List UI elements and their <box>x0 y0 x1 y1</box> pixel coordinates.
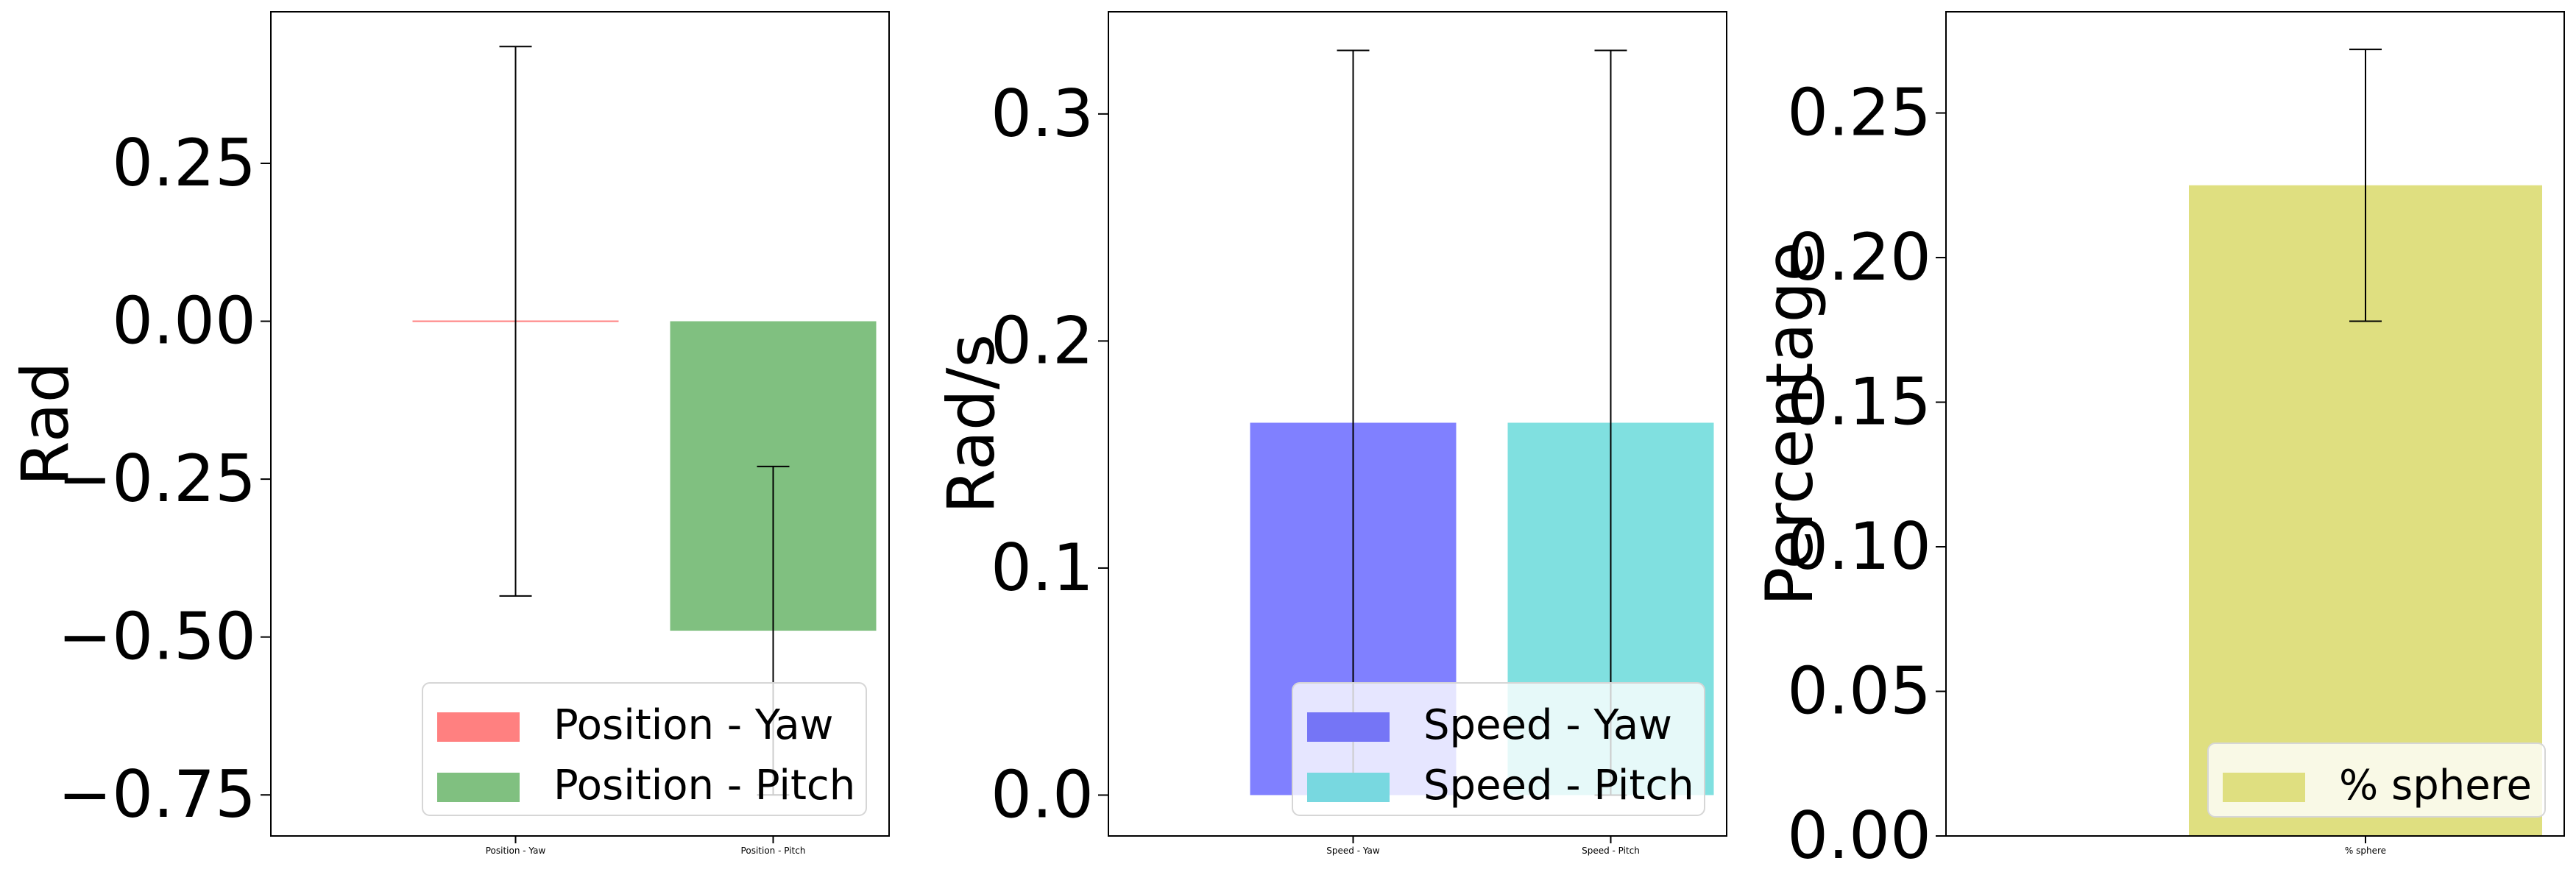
legend-swatch-1-1 <box>437 712 520 742</box>
axes-frame-1 <box>270 11 890 837</box>
y-tick-label-1-5: −0.75 <box>57 756 256 832</box>
y-axis-label-3: Percentage <box>1752 241 1827 606</box>
x-tick-label-2-1: Speed - Yaw <box>1326 846 1380 856</box>
y-tick-label-2-2: 0.1 <box>991 530 1094 606</box>
legend-label-1-2: Position - Pitch <box>553 762 855 809</box>
legend-swatch-1-2 <box>437 773 520 802</box>
legend-swatch-3-1 <box>2223 773 2305 802</box>
legend-box-2 <box>1292 682 1705 816</box>
axes-frame-3 <box>1945 11 2565 837</box>
y-tick-label-3-3: 0.10 <box>1787 508 1931 584</box>
legend-swatch-2-2 <box>1307 773 1390 802</box>
legend-label-1-1: Position - Yaw <box>553 701 833 749</box>
y-tick-label-3-1: 0.00 <box>1787 798 1931 873</box>
legend-label-3-1: % sphere <box>2339 762 2532 809</box>
x-tick-label-1-1: Position - Yaw <box>486 846 546 856</box>
y-tick-label-2-1: 0.0 <box>991 756 1094 832</box>
y-axis-label-2: Rad/s <box>933 334 1009 514</box>
y-tick-label-3-6: 0.25 <box>1787 75 1931 151</box>
y-tick-label-1-2: 0.00 <box>112 283 256 359</box>
y-axis-label-1: Rad <box>7 362 83 486</box>
legend-box-1 <box>422 682 867 816</box>
y-tick-label-2-3: 0.2 <box>991 302 1094 378</box>
y-tick-label-2-4: 0.3 <box>991 76 1094 152</box>
y-tick-label-1-1: 0.25 <box>112 125 256 201</box>
legend-swatch-2-1 <box>1307 712 1390 742</box>
y-tick-label-3-5: 0.20 <box>1787 219 1931 295</box>
x-tick-label-2-2: Speed - Pitch <box>1582 846 1640 856</box>
x-tick-label-1-2: Position - Pitch <box>741 846 806 856</box>
legend-label-2-2: Speed - Pitch <box>1423 762 1694 809</box>
legend-label-2-1: Speed - Yaw <box>1423 701 1672 749</box>
axes-frame-2 <box>1108 11 1727 837</box>
x-tick-label-3-1: % sphere <box>2345 846 2386 856</box>
y-tick-label-3-2: 0.05 <box>1787 653 1931 729</box>
y-tick-label-1-3: −0.25 <box>57 441 256 517</box>
y-tick-label-3-4: 0.15 <box>1787 364 1931 440</box>
y-tick-label-1-4: −0.50 <box>57 599 256 675</box>
